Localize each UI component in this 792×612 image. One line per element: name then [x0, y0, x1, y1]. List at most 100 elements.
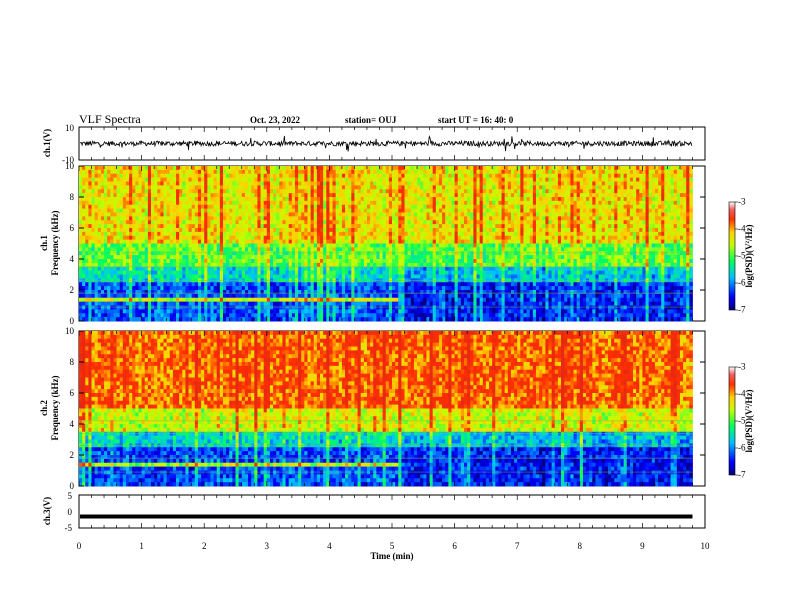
spectrogram-cell [410, 166, 415, 171]
spectrogram-cell [670, 231, 675, 237]
spectrogram-cell [160, 224, 164, 229]
spectrogram-cell [535, 189, 540, 194]
spectrogram-cell [679, 197, 684, 202]
spectrogram-cell [310, 197, 315, 202]
spectrogram-cell [213, 208, 218, 213]
spectrogram-cell [310, 193, 315, 198]
spectrogram-cell [636, 181, 640, 186]
spectrogram-cell [554, 208, 559, 213]
spectrogram-cell [551, 231, 556, 237]
spectrogram-cell [298, 247, 302, 252]
spectrogram-cell [294, 181, 299, 186]
spectrogram-cell [620, 197, 625, 202]
spectrogram-cell [686, 235, 690, 241]
spectrogram-cell [329, 208, 333, 213]
spectrogram-cell [417, 247, 421, 252]
spectrogram-cell [523, 169, 527, 175]
spectrogram-cell [623, 224, 628, 229]
spectrogram-cell [432, 185, 437, 190]
spectrogram-cell [294, 216, 299, 221]
spectrogram-cell [166, 224, 171, 229]
spectrogram-cell [169, 208, 174, 213]
spectrogram-cell [323, 255, 327, 260]
spectrogram-cell [683, 224, 687, 229]
spectrogram-cell [204, 208, 208, 213]
spectrogram-cell [542, 235, 546, 241]
spectrogram-cell [363, 166, 368, 171]
spectrogram-cell [185, 251, 189, 256]
spectrogram-cell [182, 197, 186, 202]
spectrogram-cell [119, 239, 124, 244]
spectrogram-cell [204, 235, 208, 241]
spectrogram-cell [285, 235, 290, 241]
spectrogram-cell [454, 166, 459, 171]
spectrogram-cell [454, 247, 459, 252]
spectrogram-cell [304, 197, 308, 202]
spectrogram-cell [561, 259, 565, 264]
spectrogram-cell [401, 173, 405, 179]
spectrogram-cell [620, 212, 625, 217]
spectrogram-cell [429, 251, 434, 256]
spectrogram-cell [94, 262, 99, 268]
spectrogram-cell [514, 193, 518, 198]
spectrogram-cell [438, 212, 443, 217]
spectrogram-cell [316, 255, 321, 260]
spectrogram-cell [658, 255, 662, 260]
spectrogram-cell [557, 181, 562, 186]
spectrogram-cell [163, 247, 168, 252]
spectrogram-cell [91, 255, 96, 260]
spectrogram-cell [207, 216, 211, 221]
spectrogram-cell [395, 231, 399, 237]
spectrogram-cell [551, 197, 556, 202]
spectrogram-cell [222, 243, 227, 248]
spectrogram-cell [176, 228, 180, 233]
spectrogram-cell [166, 220, 171, 225]
spectrogram-cell [426, 216, 430, 221]
spectrogram-cell [654, 189, 659, 194]
spectrogram-cell [370, 255, 374, 260]
spectrogram-cell [683, 197, 687, 202]
spectrogram-cell [294, 251, 299, 256]
spectrogram-cell [485, 239, 490, 244]
spectrogram-cell [360, 173, 365, 179]
spectrogram-cell [100, 262, 105, 268]
spectrogram-cell [510, 193, 515, 198]
spectrogram-cell [219, 208, 224, 213]
spectrogram-cell [207, 181, 211, 186]
spectrogram-cell [404, 185, 409, 190]
spectrogram-cell [332, 181, 337, 186]
spectrogram-cell [658, 200, 662, 206]
spectrogram-cell [182, 166, 186, 171]
spectrogram-cell [501, 235, 506, 241]
spectrogram-cell [548, 197, 553, 202]
spectrogram-cell [254, 181, 258, 186]
spectrogram-cell [611, 185, 615, 190]
spectrogram-cell [407, 235, 412, 241]
spectrogram-cell [141, 255, 146, 260]
spectrogram-cell [614, 197, 618, 202]
spectrogram-cell [617, 239, 621, 244]
spectrogram-cell [545, 181, 549, 186]
spectrogram-cell [138, 169, 142, 175]
spectrogram-cell [269, 189, 274, 194]
spectrogram-cell [94, 166, 99, 171]
spectrogram-cell [504, 208, 509, 213]
spectrogram-cell [670, 220, 675, 225]
spectrogram-cell [338, 185, 343, 190]
spectrogram-cell [467, 259, 471, 264]
spectrogram-cell [601, 204, 606, 210]
spectrogram-cell [467, 200, 471, 206]
spectrogram-cell [648, 208, 653, 213]
spectrogram-cell [110, 235, 114, 241]
spectrogram-cell [442, 169, 446, 175]
spectrogram-cell [470, 181, 474, 186]
spectrogram-cell [273, 193, 277, 198]
spectrogram-cell [244, 262, 249, 268]
spectrogram-cell [235, 212, 240, 217]
spectrogram-cell [579, 255, 584, 260]
spectrogram-cell [479, 228, 484, 233]
spectrogram-cell [623, 235, 628, 241]
spectrogram-cell [476, 224, 481, 229]
spectrogram-cell [201, 169, 205, 175]
spectrogram-cell [273, 259, 277, 264]
